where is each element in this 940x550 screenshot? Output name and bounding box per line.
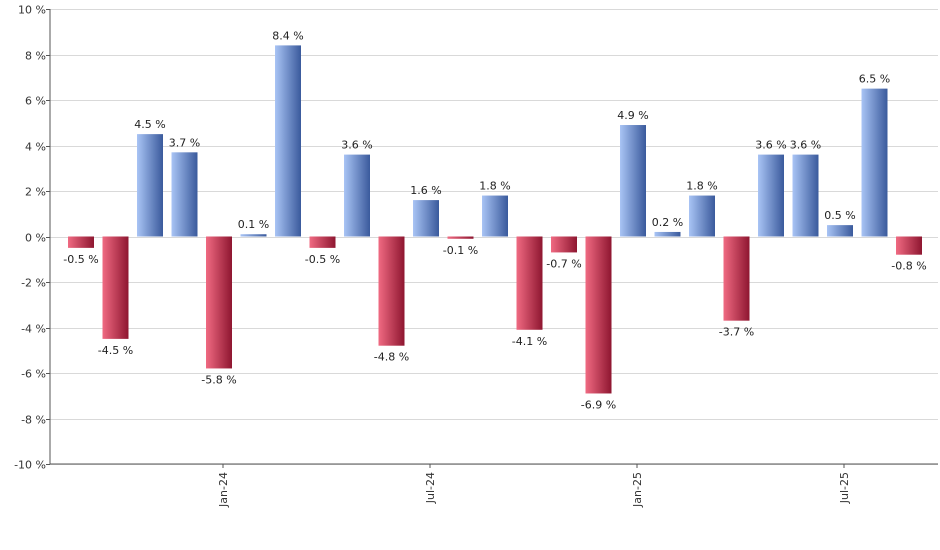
- data-label: -5.8 %: [201, 373, 236, 386]
- data-label: -4.1 %: [512, 335, 547, 348]
- data-label: 8.4 %: [272, 29, 303, 42]
- y-axis-labels: 10 % 8 % 6 % 4 % 2 % 0 % -2 % -4 % -6 % -8 % -10 %: [14, 4, 50, 472]
- data-label: -0.1 %: [443, 244, 478, 257]
- bar: [551, 236, 577, 253]
- x-tick-label: Jul-24: [424, 472, 437, 504]
- bar: [137, 134, 163, 237]
- data-label: 4.9 %: [617, 109, 648, 122]
- data-label: 1.8 %: [479, 180, 510, 193]
- data-label: 0.2 %: [652, 216, 683, 229]
- data-label: 1.8 %: [686, 180, 717, 193]
- data-label: -3.7 %: [719, 326, 754, 339]
- bar: [861, 88, 888, 237]
- data-label: 0.5 %: [824, 209, 855, 222]
- bar: [758, 154, 784, 237]
- bar: [689, 195, 715, 237]
- bar: [240, 234, 267, 237]
- bar: [68, 236, 94, 248]
- data-label: 3.6 %: [755, 139, 786, 152]
- y-tick-label: 10 %: [18, 4, 46, 17]
- bar: [413, 200, 439, 237]
- data-label: 1.6 %: [410, 184, 441, 197]
- bar: [827, 225, 853, 237]
- bars: [68, 45, 922, 394]
- y-tick-label: -8 %: [21, 414, 46, 427]
- data-label: 4.5 %: [134, 118, 165, 131]
- bar: [102, 236, 129, 339]
- bar: [516, 236, 543, 330]
- data-label: -0.7 %: [546, 257, 581, 270]
- y-tick-label: 6 %: [25, 95, 46, 108]
- bar: [171, 152, 198, 237]
- bar: [792, 154, 819, 237]
- y-tick-label: 4 %: [25, 141, 46, 154]
- x-axis-labels: Jan-24 Jul-24 Jan-25 Jul-25: [217, 464, 851, 508]
- axes: [49, 9, 938, 465]
- y-tick-label: -2 %: [21, 277, 46, 290]
- data-label: 3.6 %: [341, 139, 372, 152]
- bar: [620, 125, 646, 237]
- bar: [585, 236, 612, 394]
- data-labels: -0.5 % -4.5 % 4.5 % 3.7 % -5.8 % 0.1 % 8.4 % -0…: [63, 29, 926, 411]
- bar: [723, 236, 750, 321]
- data-label: -0.5 %: [63, 253, 98, 266]
- data-label: -4.8 %: [374, 351, 409, 364]
- data-label: 3.7 %: [169, 136, 200, 149]
- y-tick-label: -4 %: [21, 323, 46, 336]
- bar: [275, 45, 301, 237]
- bar: [447, 236, 474, 239]
- y-tick-label: -10 %: [14, 459, 46, 472]
- data-label: 3.6 %: [790, 139, 821, 152]
- x-tick-label: Jan-25: [631, 472, 644, 508]
- y-tick-label: 2 %: [25, 186, 46, 199]
- data-label: -4.5 %: [98, 344, 133, 357]
- bar: [896, 236, 922, 255]
- gridlines: [50, 9, 938, 465]
- data-label: 6.5 %: [859, 73, 890, 86]
- data-label: 0.1 %: [238, 218, 269, 231]
- data-label: -6.9 %: [581, 398, 616, 411]
- x-tick-label: Jan-24: [217, 472, 230, 508]
- bar: [206, 236, 232, 369]
- y-tick-label: -6 %: [21, 368, 46, 381]
- y-tick-label: 0 %: [25, 232, 46, 245]
- bar: [378, 236, 405, 346]
- bar: [344, 154, 370, 237]
- bar: [654, 231, 681, 237]
- bar: [309, 236, 336, 248]
- data-label: -0.5 %: [305, 253, 340, 266]
- data-label: -0.8 %: [891, 260, 926, 273]
- y-tick-label: 8 %: [25, 50, 46, 63]
- bar: [482, 195, 508, 237]
- x-tick-label: Jul-25: [838, 472, 851, 504]
